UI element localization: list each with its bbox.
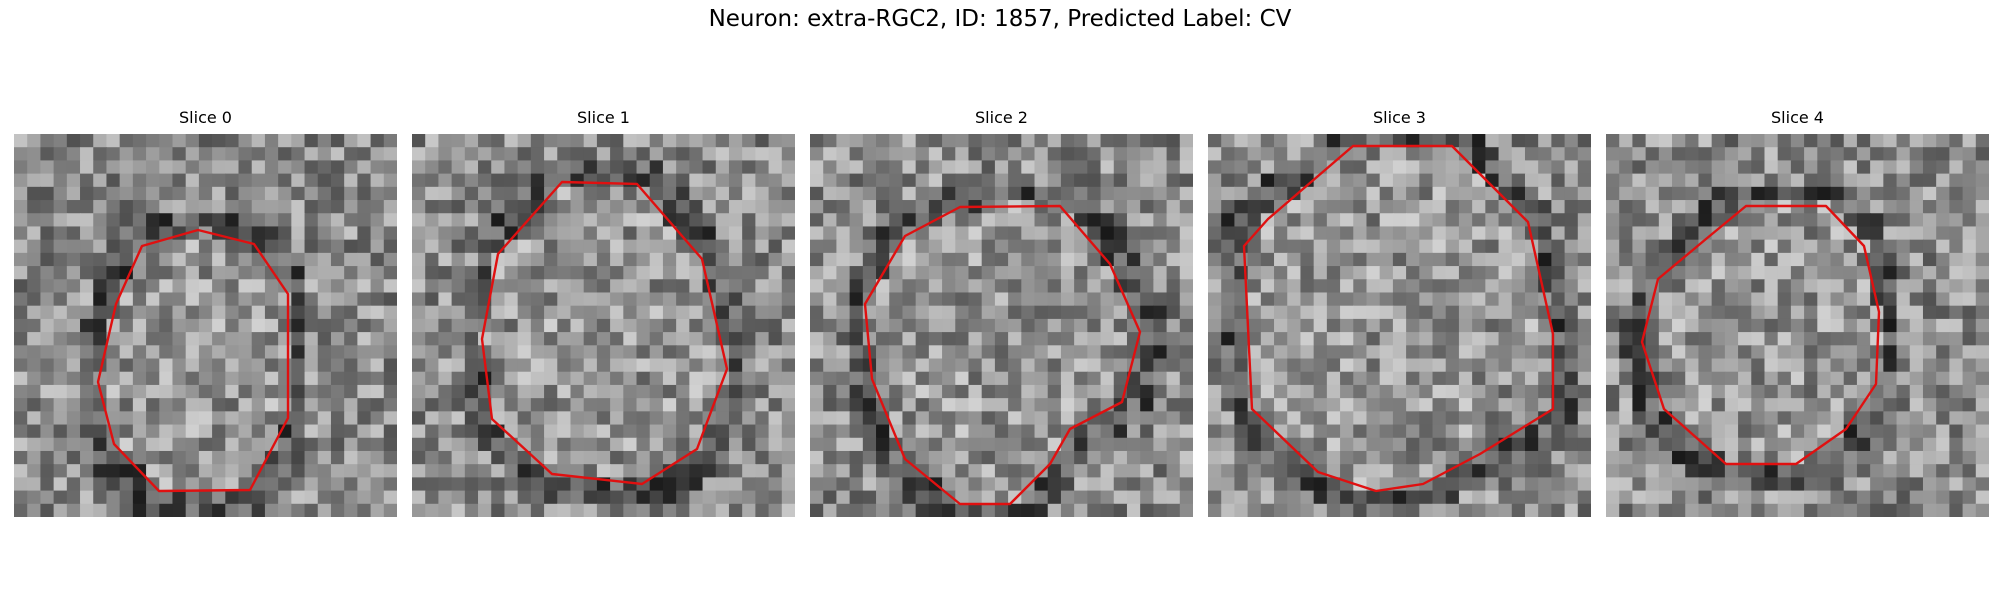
figure-title: Neuron: extra-RGC2, ID: 1857, Predicted … [708, 6, 1292, 32]
cell-contour-0 [96, 228, 290, 493]
slice-title-1: Slice 1 [577, 108, 630, 127]
slice-pixels-0 [14, 134, 397, 517]
cell-contour-1 [480, 180, 729, 486]
slice-image-1 [412, 134, 795, 517]
cell-contour-2 [863, 204, 1142, 506]
slice-pixels-3 [1208, 134, 1591, 517]
slice-pixels-1 [412, 134, 795, 517]
slice-pixels-4 [1606, 134, 1989, 517]
slice-title-2: Slice 2 [975, 108, 1028, 127]
slice-image-3 [1208, 134, 1591, 517]
slice-title-0: Slice 0 [179, 108, 232, 127]
slice-title-4: Slice 4 [1771, 108, 1824, 127]
slice-pixels-2 [810, 134, 1193, 517]
cell-contour-3 [1242, 144, 1555, 493]
slice-image-2 [810, 134, 1193, 517]
slice-image-4 [1606, 134, 1989, 517]
slice-image-0 [14, 134, 397, 517]
cell-contour-4 [1640, 204, 1881, 466]
slice-title-3: Slice 3 [1373, 108, 1426, 127]
